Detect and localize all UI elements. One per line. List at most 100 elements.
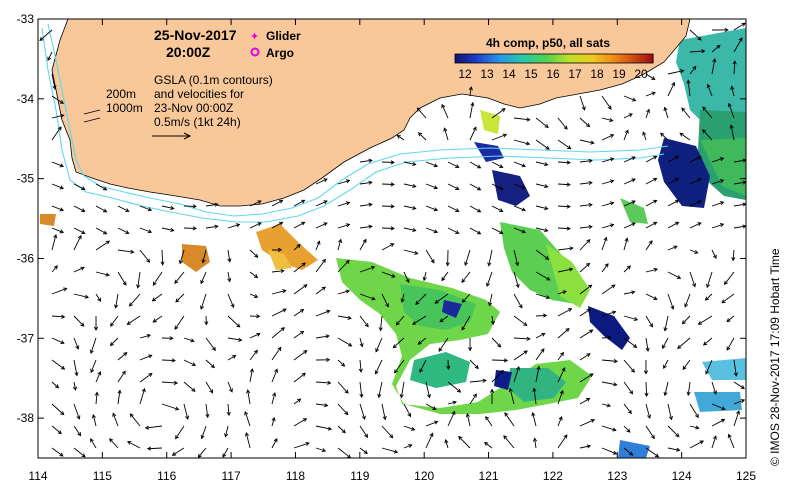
velocity-arrow bbox=[447, 381, 461, 393]
velocity-arrow bbox=[469, 393, 477, 405]
velocity-arrow-head-icon bbox=[426, 393, 431, 399]
velocity-arrow-head-icon bbox=[609, 223, 615, 228]
velocity-arrow bbox=[601, 117, 613, 122]
velocity-arrow bbox=[183, 381, 196, 392]
isobath-label-1000m: 1000m bbox=[106, 101, 143, 115]
velocity-arrow-head-icon bbox=[226, 411, 231, 417]
isobath-leader-1000m bbox=[83, 117, 101, 123]
velocity-arrow bbox=[381, 425, 394, 439]
velocity-arrow bbox=[110, 337, 119, 346]
velocity-arrow bbox=[315, 241, 320, 251]
velocity-arrow bbox=[337, 447, 351, 459]
velocity-arrow bbox=[179, 249, 185, 264]
velocity-arrow bbox=[249, 333, 261, 339]
velocity-arrow-head-icon bbox=[371, 296, 376, 301]
velocity-arrow-head-icon bbox=[544, 206, 549, 211]
velocity-arrow-head-icon bbox=[178, 259, 183, 265]
velocity-arrow-head-icon bbox=[484, 441, 489, 446]
colorbar-cell bbox=[573, 54, 578, 63]
velocity-arrow bbox=[733, 203, 746, 207]
colorbar-cell bbox=[563, 54, 568, 63]
velocity-arrow bbox=[115, 293, 119, 308]
velocity-arrow bbox=[183, 403, 189, 420]
velocity-arrow-head-icon bbox=[631, 290, 636, 295]
velocity-arrow bbox=[557, 367, 566, 383]
velocity-arrow bbox=[726, 337, 735, 351]
velocity-arrow-head-icon bbox=[485, 415, 490, 421]
velocity-arrow-head-icon bbox=[53, 265, 58, 270]
velocity-arrow bbox=[557, 205, 571, 208]
velocity-arrow-head-icon bbox=[624, 129, 629, 134]
velocity-arrow-head-icon bbox=[416, 107, 421, 112]
velocity-arrow bbox=[271, 308, 287, 317]
velocity-arrow-head-icon bbox=[390, 182, 395, 187]
velocity-arrow bbox=[623, 95, 636, 102]
velocity-arrow bbox=[425, 183, 438, 189]
velocity-arrow bbox=[579, 117, 590, 127]
velocity-arrow-head-icon bbox=[544, 184, 549, 189]
velocity-arrow bbox=[645, 109, 650, 119]
colorbar-title: 4h comp, p50, all sats bbox=[486, 36, 610, 50]
x-tick-label: 116 bbox=[157, 469, 176, 483]
velocity-arrow bbox=[92, 414, 97, 427]
velocity-arrow bbox=[445, 439, 449, 449]
colorbar-cell bbox=[567, 54, 572, 63]
y-axis: -33 -34 -35 -36 -37 -38 bbox=[17, 12, 746, 425]
velocity-arrow-head-icon bbox=[675, 177, 680, 182]
imos-credit: © IMOS 28-Nov-2017 17:09 Hobart Time bbox=[768, 248, 782, 466]
velocity-arrow bbox=[623, 359, 635, 373]
velocity-arrow-head-icon bbox=[720, 418, 726, 423]
velocity-arrow-head-icon bbox=[235, 223, 241, 228]
velocity-arrow bbox=[579, 329, 593, 339]
velocity-arrow bbox=[127, 441, 141, 449]
velocity-arrow bbox=[623, 130, 629, 141]
velocity-arrow-head-icon bbox=[651, 76, 656, 80]
velocity-arrow bbox=[711, 44, 721, 53]
velocity-arrow bbox=[532, 412, 537, 427]
x-tick-label: 118 bbox=[286, 469, 305, 483]
velocity-arrow-head-icon bbox=[702, 106, 707, 111]
velocity-arrow bbox=[438, 337, 449, 352]
velocity-arrow bbox=[491, 315, 494, 325]
velocity-arrow bbox=[485, 416, 493, 427]
velocity-arrow bbox=[130, 413, 141, 427]
x-tick-label: 120 bbox=[414, 469, 434, 483]
velocity-arrow bbox=[117, 249, 134, 253]
velocity-arrow bbox=[139, 249, 150, 263]
velocity-arrow-head-icon bbox=[272, 392, 277, 397]
velocity-arrow-head-icon bbox=[660, 132, 665, 137]
velocity-arrow-head-icon bbox=[147, 207, 153, 212]
velocity-arrow-head-icon bbox=[374, 370, 379, 375]
velocity-arrow bbox=[469, 205, 481, 213]
velocity-arrow bbox=[623, 113, 633, 119]
velocity-arrow bbox=[51, 265, 58, 273]
velocity-arrow bbox=[557, 390, 564, 405]
velocity-arrow-head-icon bbox=[648, 240, 653, 245]
velocity-arrow-head-icon bbox=[192, 204, 197, 209]
velocity-arrow-head-icon bbox=[253, 294, 259, 298]
velocity-arrow bbox=[73, 359, 78, 376]
velocity-arrow-head-icon bbox=[523, 350, 528, 355]
velocity-arrow bbox=[557, 183, 571, 186]
velocity-arrow-head-icon bbox=[103, 208, 108, 213]
velocity-arrow-head-icon bbox=[75, 345, 80, 350]
velocity-arrow bbox=[152, 271, 163, 286]
velocity-arrow-head-icon bbox=[686, 391, 691, 396]
velocity-arrow bbox=[174, 271, 185, 284]
velocity-arrow-head-icon bbox=[160, 261, 165, 266]
velocity-arrow-head-icon bbox=[662, 344, 666, 349]
velocity-arrow bbox=[557, 247, 573, 251]
velocity-arrow-head-icon bbox=[364, 433, 369, 438]
velocity-arrow bbox=[601, 359, 618, 362]
velocity-arrow-head-icon bbox=[668, 415, 673, 421]
velocity-arrow-head-icon bbox=[503, 358, 509, 363]
isobath-contours bbox=[41, 23, 669, 223]
velocity-arrow-head-icon bbox=[210, 364, 215, 369]
velocity-arrow-head-icon bbox=[147, 229, 153, 234]
velocity-arrow-head-icon bbox=[390, 226, 395, 231]
x-axis: 114 115 116 117 118 119 120 121 122 123 124 125 bbox=[28, 19, 756, 483]
velocity-arrow-head-icon bbox=[175, 298, 180, 303]
velocity-arrow bbox=[95, 371, 101, 383]
velocity-arrow-head-icon bbox=[301, 262, 306, 267]
velocity-arrow bbox=[51, 126, 62, 141]
